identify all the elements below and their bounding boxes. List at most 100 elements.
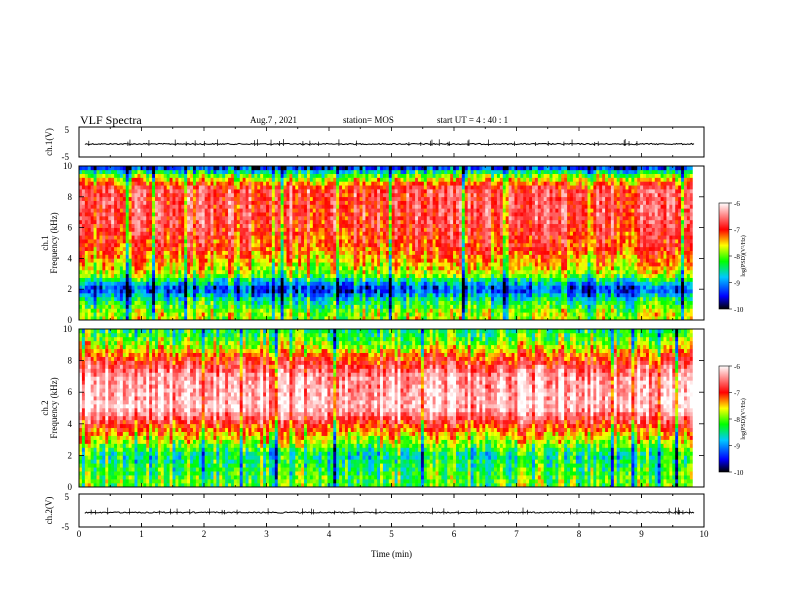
ch1-spectrogram-cell (304, 246, 308, 251)
ch1-spectrogram-cell (406, 246, 410, 251)
ch1-spectrogram-cell (365, 208, 369, 213)
ch1-spectrogram-cell (157, 196, 162, 201)
ch1-spectrogram-cell (172, 219, 176, 225)
ch1-spectrogram-cell (87, 258, 91, 263)
ch1-spectrogram-cell (111, 219, 115, 225)
y-tick-label: -5 (62, 152, 70, 162)
ch1-spectrogram-cell (263, 246, 267, 251)
ch1-spectrogram-cell (154, 281, 159, 286)
ch1-spectrogram-cell (169, 266, 173, 271)
ch1-spectrogram-cell (119, 296, 124, 302)
ch1-spectrogram-cell (435, 285, 439, 290)
ch1-spectrogram-cell (154, 258, 159, 263)
ch1-spectrogram-cell (108, 262, 112, 267)
ch1-spectrogram-cell (382, 246, 387, 251)
ch1-spectrogram-cell (388, 304, 393, 309)
ch1-spectrogram-cell (216, 169, 220, 174)
ch1-spectrogram-cell (415, 177, 419, 182)
ch1-spectrogram-cell (295, 262, 299, 267)
ch1-spectrogram-cell (374, 300, 378, 305)
ch1-spectrogram-cell (397, 169, 401, 174)
ch1-spectrogram-cell (143, 208, 147, 213)
ch1-spectrogram-cell (160, 235, 165, 240)
ch1-spectrogram-cell (187, 173, 191, 178)
ch1-spectrogram-cell (216, 246, 220, 251)
ch1-spectrogram-cell (362, 227, 366, 232)
ch1-spectrogram-cell (207, 273, 211, 278)
ch1-spectrogram-cell (96, 269, 100, 275)
ch1-spectrogram-cell (280, 254, 284, 259)
ch1-spectrogram-cell (102, 212, 106, 217)
ch1-spectrogram-cell (245, 185, 249, 190)
ch1-spectrogram-cell (406, 312, 410, 317)
ch1-spectrogram-cell (286, 166, 290, 171)
ch1-spectrogram-cell (397, 250, 401, 255)
ch1-spectrogram-cell (344, 204, 349, 209)
ch1-spectrogram-cell (210, 212, 214, 217)
ch1-spectrogram-cell (204, 277, 208, 282)
ch1-spectrogram-cell (128, 277, 132, 282)
ch1-spectrogram-cell (222, 281, 226, 286)
ch1-spectrogram-cell (166, 312, 170, 317)
ch1-spectrogram-cell (309, 296, 314, 302)
ch1-spectrogram-cell (292, 177, 296, 182)
ch1-spectrogram-cell (111, 185, 115, 190)
ch1-spectrogram-cell (181, 293, 185, 298)
ch1-spectrogram-cell (163, 212, 167, 217)
ch1-spectrogram-cell (175, 185, 179, 190)
ch1-spectrogram-cell (347, 196, 352, 201)
ch1-spectrogram-cell (81, 166, 86, 171)
ch1-spectrogram-cell (382, 177, 387, 182)
ch1-spectrogram-cell (257, 223, 261, 228)
ch1-spectrogram-cell (201, 304, 205, 309)
ch1-spectrogram-cell (377, 285, 381, 290)
ch1-spectrogram-cell (406, 181, 410, 186)
ch1-spectrogram-cell (122, 200, 127, 205)
ch1-spectrogram-cell (102, 231, 106, 236)
ch1-spectrogram-cell (222, 246, 226, 251)
ch1-spectrogram-cell (198, 173, 203, 178)
ch1-spectrogram-cell (248, 200, 252, 205)
ch1-spectrogram-cell (157, 208, 162, 213)
ch1-spectrogram-cell (280, 166, 284, 171)
ch1-spectrogram-cell (362, 308, 366, 313)
ch1-spectrogram-cell (116, 235, 121, 240)
ch1-spectrogram-cell (333, 166, 337, 171)
ch1-spectrogram-cell (429, 296, 433, 302)
ch1-spectrogram-cell (93, 266, 97, 271)
ch1-spectrogram-cell (108, 269, 112, 275)
ch1-spectrogram-cell (184, 181, 188, 186)
ch1-spectrogram-cell (119, 285, 124, 290)
ch1-spectrogram-cell (96, 266, 100, 271)
ch1-spectrogram-cell (245, 223, 249, 228)
ch1-spectrogram-cell (397, 246, 401, 251)
ch1-spectrogram-cell (435, 316, 439, 321)
ch1-spectrogram-cell (116, 308, 121, 313)
ch1-spectrogram-cell (204, 196, 208, 201)
ch1-spectrogram-cell (207, 296, 211, 302)
ch1-spectrogram-cell (137, 185, 141, 190)
ch1-spectrogram-cell (359, 296, 363, 302)
ch1-spectrogram-cell (394, 227, 398, 232)
ch1-spectrogram-cell (108, 258, 112, 263)
ch1-spectrogram-cell (283, 235, 287, 240)
ch1-spectrogram-cell (119, 200, 124, 205)
ch1-spectrogram-cell (257, 304, 261, 309)
ch1-spectrogram-cell (160, 200, 165, 205)
ch1-spectrogram-cell (84, 273, 89, 278)
ch1-spectrogram-cell (298, 166, 302, 171)
ch1-spectrogram-cell (391, 227, 395, 232)
ch1-spectrogram-cell (321, 235, 325, 240)
ch1-spectrogram-cell (260, 192, 264, 198)
ch1-spectrogram-cell (166, 196, 170, 201)
ch1-spectrogram-cell (149, 177, 153, 182)
ch1-spectrogram-cell (251, 219, 255, 225)
ch1-spectrogram-cell (114, 169, 118, 174)
ch1-spectrogram-cell (222, 212, 226, 217)
ch1-spectrogram-cell (324, 246, 328, 251)
ch1-spectrogram-cell (359, 304, 363, 309)
ch1-spectrogram-cell (228, 308, 232, 313)
ch1-spectrogram-cell (172, 289, 176, 294)
ch1-spectrogram-cell (225, 316, 229, 321)
ch1-spectrogram-cell (233, 173, 238, 178)
